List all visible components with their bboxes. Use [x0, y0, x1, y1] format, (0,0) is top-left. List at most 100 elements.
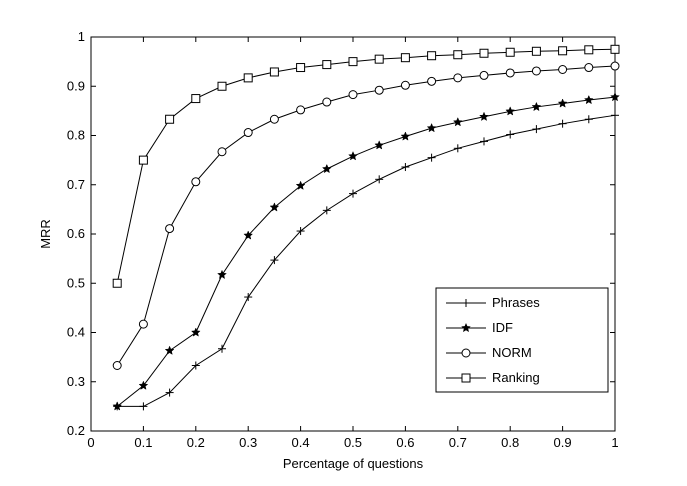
data-point-norm: [479, 70, 489, 80]
data-point-norm: [427, 76, 437, 86]
y-tick-label: 0.2: [67, 423, 85, 438]
marker-shape: [217, 269, 227, 280]
marker-shape: [505, 106, 516, 116]
marker-shape: [322, 97, 332, 107]
data-point-phrases: [244, 293, 253, 302]
marker-shape: [348, 151, 358, 161]
data-point-norm: [505, 68, 515, 78]
data-point-norm: [374, 85, 384, 95]
data-point-norm: [531, 66, 541, 76]
marker-shape: [584, 63, 594, 73]
marker-shape: [531, 101, 542, 112]
data-point-norm: [217, 147, 227, 157]
data-point-norm: [558, 65, 568, 75]
data-point-norm: [243, 128, 253, 138]
marker-shape: [583, 94, 594, 105]
data-point-ranking: [400, 53, 410, 63]
data-point-idf: [426, 122, 437, 133]
data-point-norm: [191, 177, 201, 187]
data-point-phrases: [165, 388, 174, 397]
x-tick-label: 0.4: [292, 435, 310, 450]
data-point-ranking: [584, 45, 594, 55]
data-point-ranking: [348, 57, 358, 67]
data-point-idf: [138, 380, 149, 390]
data-point-ranking: [112, 278, 122, 288]
legend-label-ranking: Ranking: [492, 370, 540, 385]
marker-shape: [479, 111, 489, 121]
data-point-phrases: [611, 111, 619, 120]
marker-shape: [269, 202, 280, 212]
data-point-ranking: [505, 47, 515, 57]
x-tick-label: 0.9: [554, 435, 572, 450]
x-tick-label: 0.2: [187, 435, 205, 450]
y-tick-label: 0.8: [67, 128, 85, 143]
data-point-idf: [505, 106, 516, 116]
marker-shape: [461, 348, 471, 358]
marker-shape: [295, 180, 306, 190]
marker-shape: [461, 373, 471, 383]
marker-shape: [558, 46, 568, 56]
marker-shape: [505, 68, 515, 78]
data-point-idf: [452, 117, 463, 127]
series-group: [112, 44, 620, 411]
legend-label-idf: IDF: [492, 320, 513, 335]
marker-shape: [610, 91, 620, 102]
axis-ticks: 0 0.1 0.2 0.3 0.4 0.5 0.6 0.7 0.8 0.9 1 0.2 0.3 0.4 0.…: [67, 29, 619, 450]
data-point-ranking: [296, 63, 306, 73]
data-point-idf: [610, 91, 620, 102]
marker-shape: [165, 224, 175, 234]
series-line-phrases: [117, 114, 616, 407]
marker-shape: [461, 322, 471, 333]
x-tick-label: 0.7: [449, 435, 467, 450]
marker-shape: [296, 105, 306, 115]
data-point-norm: [400, 80, 410, 90]
marker-shape: [400, 131, 411, 141]
data-point-norm: [610, 61, 620, 71]
data-point-norm: [269, 114, 279, 124]
data-point-norm: [296, 105, 306, 115]
marker-shape: [374, 140, 385, 150]
marker-shape: [452, 117, 463, 127]
marker-shape: [217, 81, 227, 91]
marker-shape: [191, 177, 201, 187]
y-tick-label: 0.6: [67, 226, 85, 241]
data-point-ranking: [453, 50, 463, 60]
marker-shape: [531, 46, 541, 56]
data-point-phrases: [349, 189, 357, 198]
data-point-ranking: [479, 48, 489, 58]
legend-label-phrases: Phrases: [492, 295, 540, 310]
marker-shape: [531, 66, 541, 76]
data-point-phrases: [322, 206, 331, 215]
data-point-idf: [374, 140, 385, 150]
data-point-idf: [269, 202, 280, 212]
data-point-norm: [584, 63, 594, 73]
marker-shape: [400, 80, 410, 90]
data-point-phrases: [480, 137, 488, 146]
data-point-idf: [348, 151, 358, 161]
marker-shape: [269, 67, 279, 77]
x-tick-label: 0.6: [396, 435, 414, 450]
marker-shape: [427, 76, 437, 86]
data-point-idf: [112, 401, 123, 411]
data-point-ranking: [243, 73, 253, 83]
marker-shape: [427, 51, 437, 61]
marker-shape: [269, 114, 279, 124]
y-tick-label: 0.5: [67, 275, 85, 290]
data-point-idf: [243, 230, 254, 240]
data-point-idf: [321, 163, 332, 174]
marker-shape: [557, 98, 568, 108]
data-point-norm: [138, 319, 148, 329]
marker-shape: [426, 122, 437, 133]
data-point-ranking: [610, 44, 620, 54]
marker-shape: [322, 60, 332, 70]
data-point-idf: [164, 345, 175, 355]
legend: Phrases IDF NORM Ranking: [435, 287, 609, 393]
marker-shape: [584, 45, 594, 55]
data-point-ranking: [558, 46, 568, 56]
data-point-phrases: [558, 119, 567, 128]
data-point-phrases: [139, 402, 148, 411]
data-point-norm: [453, 73, 463, 83]
data-point-phrases: [375, 175, 384, 184]
marker-shape: [243, 230, 254, 240]
